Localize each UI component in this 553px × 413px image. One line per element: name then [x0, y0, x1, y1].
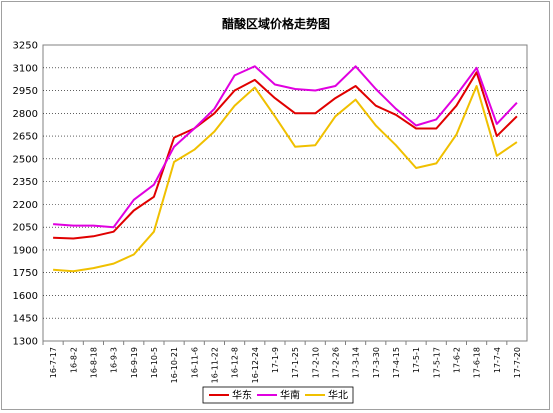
x-tick-label: 16-12-8: [231, 347, 240, 378]
y-tick-label: 1300: [13, 337, 38, 348]
x-tick-label: 17-6-18: [473, 347, 482, 378]
x-tick-label: 16-12-24: [251, 347, 260, 383]
x-tick-label: 16-9-19: [130, 347, 139, 378]
x-tick-label: 16-10-5: [150, 347, 159, 378]
legend-box: [202, 386, 354, 404]
series-line: [53, 71, 518, 240]
y-tick-label: 3250: [13, 41, 38, 52]
y-tick-label: 3100: [13, 63, 38, 74]
y-tick-label: 1900: [13, 245, 38, 256]
legend-label: 华南: [280, 389, 300, 402]
x-tick-label: 16-9-3: [110, 347, 119, 373]
chart-title: 醋酸区域价格走势图: [222, 16, 330, 31]
y-tick-label: 2950: [13, 86, 38, 97]
x-tick-label: 17-3-14: [352, 347, 361, 378]
legend-label: 华东: [232, 389, 252, 402]
y-tick-label: 2500: [13, 154, 38, 165]
y-tick-label: 2200: [13, 200, 38, 211]
plot-area: 3250 3100 2950 2800 2650 2500 2350 2200 2050 1900…: [13, 41, 528, 383]
y-tick-label: 1450: [13, 314, 38, 325]
x-tick-label: 16-8-18: [89, 347, 98, 378]
x-tick-label: 17-4-15: [392, 347, 401, 378]
x-tick-label: 16-11-22: [210, 347, 219, 383]
y-tick-label: 1600: [13, 291, 38, 302]
x-tick-label: 17-2-26: [331, 347, 340, 378]
y-tick-label: 2350: [13, 177, 38, 188]
plot-border: [42, 44, 528, 342]
x-tick-label: 17-1-25: [291, 347, 300, 378]
x-tick-label: 17-7-4: [493, 347, 502, 373]
x-tick-label: 17-7-20: [513, 347, 522, 378]
x-tick-label: 16-11-6: [190, 347, 199, 378]
x-tick-label: 17-5-1: [412, 347, 421, 373]
series-line: [53, 85, 518, 273]
x-tick-label: 17-5-17: [432, 347, 441, 378]
y-tick-label: 2650: [13, 132, 38, 143]
x-tick-label: 17-3-30: [372, 347, 381, 378]
y-tick-label: 1750: [13, 268, 38, 279]
x-tick-label: 17-2-10: [311, 347, 320, 378]
y-tick-label: 2050: [13, 223, 38, 234]
x-tick-label: 16-7-17: [49, 347, 58, 378]
x-tick-label: 17-6-2: [452, 347, 461, 373]
x-tick-label: 16-10-21: [170, 347, 179, 383]
x-tick-label: 17-1-9: [271, 347, 280, 373]
series-line: [53, 65, 518, 229]
x-tick-label: 16-8-2: [69, 347, 78, 373]
legend: 华东 华南 华北: [202, 386, 354, 404]
y-tick-label: 2800: [13, 109, 38, 120]
legend-label: 华北: [328, 389, 348, 402]
